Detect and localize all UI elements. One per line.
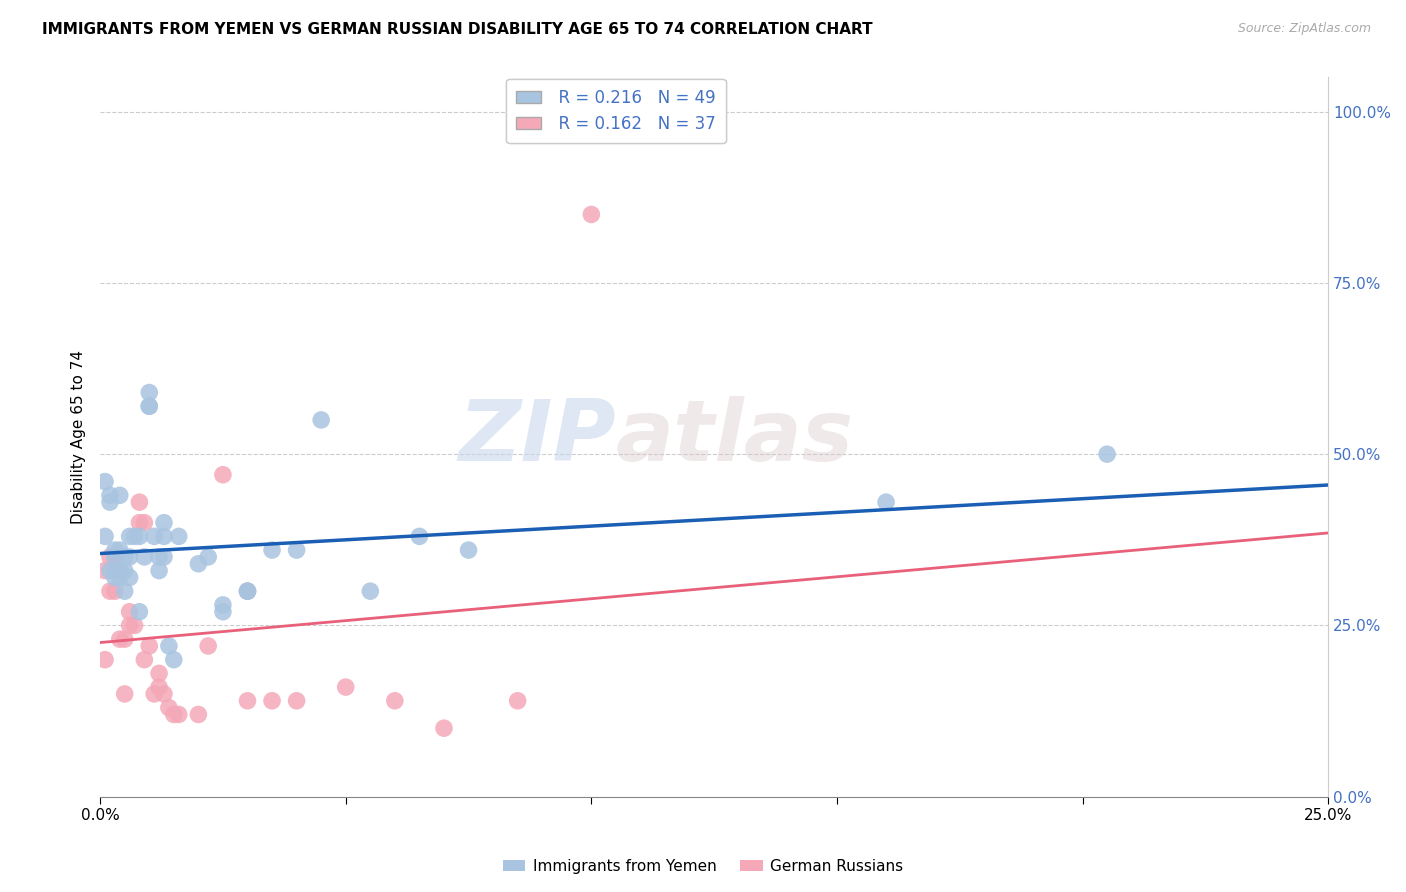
Point bbox=[108, 564, 131, 578]
Point bbox=[94, 564, 117, 578]
Point bbox=[153, 687, 176, 701]
Point bbox=[285, 694, 308, 708]
Point bbox=[134, 549, 156, 564]
Point bbox=[108, 543, 131, 558]
Point bbox=[104, 570, 127, 584]
Point bbox=[148, 666, 170, 681]
Point bbox=[260, 694, 283, 708]
Point bbox=[118, 618, 141, 632]
Point bbox=[187, 707, 209, 722]
Point bbox=[433, 721, 456, 735]
Point bbox=[108, 632, 131, 647]
Point bbox=[94, 653, 117, 667]
Point bbox=[114, 549, 136, 564]
Point bbox=[114, 564, 136, 578]
Point bbox=[138, 399, 160, 413]
Point bbox=[260, 543, 283, 558]
Point bbox=[153, 516, 176, 530]
Point bbox=[153, 529, 176, 543]
Point bbox=[98, 488, 121, 502]
Point bbox=[1095, 447, 1118, 461]
Point bbox=[108, 488, 131, 502]
Point bbox=[335, 680, 357, 694]
Point bbox=[124, 618, 146, 632]
Point bbox=[98, 549, 121, 564]
Point bbox=[128, 495, 150, 509]
Point bbox=[309, 413, 332, 427]
Point bbox=[98, 584, 121, 599]
Legend: Immigrants from Yemen, German Russians: Immigrants from Yemen, German Russians bbox=[496, 853, 910, 880]
Point bbox=[104, 564, 127, 578]
Point bbox=[359, 584, 381, 599]
Point bbox=[104, 543, 127, 558]
Point bbox=[875, 495, 897, 509]
Point bbox=[212, 598, 235, 612]
Point bbox=[118, 549, 141, 564]
Y-axis label: Disability Age 65 to 74: Disability Age 65 to 74 bbox=[72, 350, 86, 524]
Point bbox=[98, 495, 121, 509]
Point bbox=[94, 475, 117, 489]
Text: Source: ZipAtlas.com: Source: ZipAtlas.com bbox=[1237, 22, 1371, 36]
Point bbox=[108, 564, 131, 578]
Point bbox=[581, 207, 603, 221]
Point bbox=[457, 543, 479, 558]
Point bbox=[148, 564, 170, 578]
Point bbox=[94, 529, 117, 543]
Point bbox=[197, 549, 219, 564]
Point bbox=[118, 605, 141, 619]
Point bbox=[128, 516, 150, 530]
Point bbox=[138, 639, 160, 653]
Point bbox=[108, 570, 131, 584]
Point bbox=[134, 516, 156, 530]
Point bbox=[134, 653, 156, 667]
Text: IMMIGRANTS FROM YEMEN VS GERMAN RUSSIAN DISABILITY AGE 65 TO 74 CORRELATION CHAR: IMMIGRANTS FROM YEMEN VS GERMAN RUSSIAN … bbox=[42, 22, 873, 37]
Point bbox=[408, 529, 430, 543]
Point bbox=[384, 694, 406, 708]
Point bbox=[104, 549, 127, 564]
Point bbox=[236, 694, 259, 708]
Point bbox=[167, 529, 190, 543]
Point bbox=[148, 549, 170, 564]
Point bbox=[138, 399, 160, 413]
Point bbox=[157, 700, 180, 714]
Point bbox=[118, 529, 141, 543]
Point bbox=[104, 549, 127, 564]
Point bbox=[148, 680, 170, 694]
Point bbox=[187, 557, 209, 571]
Point bbox=[128, 529, 150, 543]
Point bbox=[163, 653, 186, 667]
Point bbox=[124, 529, 146, 543]
Text: atlas: atlas bbox=[616, 395, 853, 478]
Point bbox=[212, 605, 235, 619]
Point bbox=[138, 385, 160, 400]
Point bbox=[143, 529, 166, 543]
Point bbox=[114, 687, 136, 701]
Point bbox=[118, 570, 141, 584]
Point bbox=[285, 543, 308, 558]
Point bbox=[506, 694, 529, 708]
Point bbox=[236, 584, 259, 599]
Point bbox=[114, 584, 136, 599]
Point bbox=[236, 584, 259, 599]
Point bbox=[236, 584, 259, 599]
Text: ZIP: ZIP bbox=[458, 395, 616, 478]
Legend:   R = 0.216   N = 49,   R = 0.162   N = 37: R = 0.216 N = 49, R = 0.162 N = 37 bbox=[506, 78, 725, 143]
Point bbox=[153, 549, 176, 564]
Point bbox=[104, 584, 127, 599]
Point bbox=[143, 687, 166, 701]
Point bbox=[163, 707, 186, 722]
Point bbox=[212, 467, 235, 482]
Point bbox=[157, 639, 180, 653]
Point bbox=[197, 639, 219, 653]
Point bbox=[167, 707, 190, 722]
Point bbox=[128, 605, 150, 619]
Point bbox=[98, 564, 121, 578]
Point bbox=[114, 632, 136, 647]
